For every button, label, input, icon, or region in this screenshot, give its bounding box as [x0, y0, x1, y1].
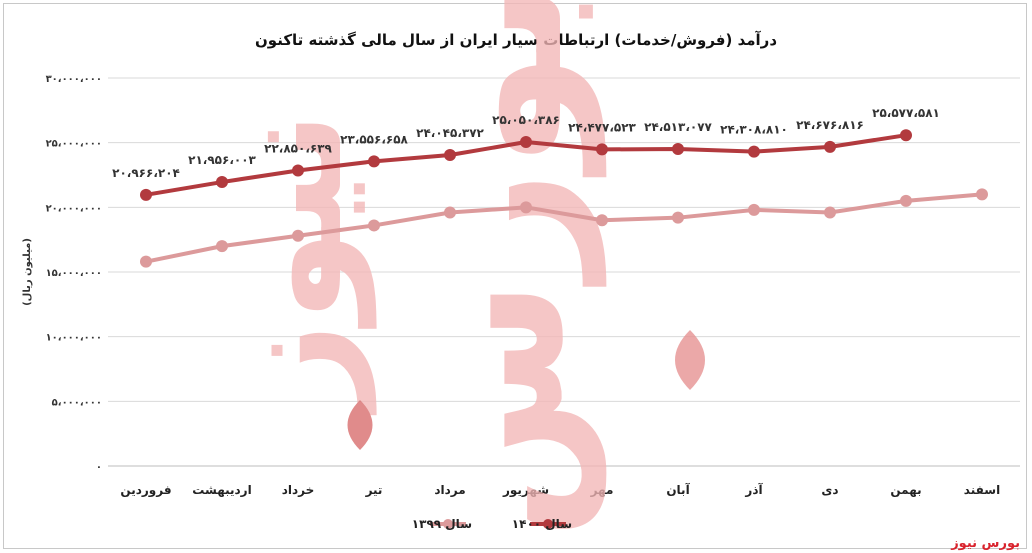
legend-swatch-marker — [443, 519, 453, 529]
y-tick-label: ۲۵،۰۰۰،۰۰۰ — [46, 139, 102, 150]
data-point — [824, 206, 836, 219]
data-point — [140, 255, 152, 268]
data-point — [444, 206, 456, 219]
y-tick-label: ۱۵،۰۰۰،۰۰۰ — [46, 268, 102, 279]
x-tick-label: دی — [821, 483, 838, 497]
data-point — [672, 211, 684, 224]
watermark-dot — [675, 330, 705, 390]
watermark-word-2: نیوز — [202, 111, 377, 416]
legend-label: سال ۱۳۹۹ — [412, 517, 472, 531]
x-tick-label: فروردین — [120, 483, 171, 498]
y-tick-label: ۳۰،۰۰۰،۰۰۰ — [46, 74, 102, 85]
data-point — [368, 155, 380, 168]
data-point — [520, 201, 532, 214]
data-point — [748, 145, 760, 158]
chart-title: درآمد (فروش/خدمات) ارتباطات سیار ایران ا… — [255, 31, 777, 49]
chart-frame — [3, 3, 1027, 549]
data-point — [824, 140, 836, 153]
x-tick-label: اردیبهشت — [192, 483, 251, 497]
legend: سال ۱۳۹۹ سال ۱۴۰۰ — [412, 517, 572, 531]
data-point — [444, 149, 456, 162]
x-tick-label: آذر — [744, 482, 763, 497]
data-label: ۲۵،۵۷۷،۵۸۱ — [872, 106, 940, 120]
series-line — [145, 192, 983, 264]
series-layer: ۲۰،۹۶۶،۲۰۴ ۲۱،۹۵۶،۰۰۳ ۲۲،۸۵۰،۶۳۹ ۲۳،۵۵۶،۶۵۸… — [112, 106, 988, 268]
data-label: ۲۱،۹۵۶،۰۰۳ — [188, 153, 256, 167]
data-point — [748, 203, 760, 216]
source-label: بورس نیوز — [951, 536, 1020, 551]
y-tick-label: ۰ — [96, 462, 102, 473]
legend-label: سال ۱۴۰۰ — [512, 517, 572, 531]
data-label: ۲۳،۵۵۶،۶۵۸ — [340, 132, 408, 146]
data-point — [292, 229, 304, 242]
data-point — [140, 188, 152, 201]
data-label: ۲۵،۰۵۰،۳۸۶ — [492, 113, 560, 127]
x-tick-label: مهر — [590, 483, 614, 497]
data-label: ۲۴،۴۷۷،۵۲۳ — [568, 120, 636, 134]
x-axis: فروردین اردیبهشت خرداد تیر مرداد شهریور مهر آبا… — [120, 482, 1000, 498]
y-tick-label: ۱۰،۰۰۰،۰۰۰ — [46, 333, 102, 344]
data-label: ۲۴،۵۱۳،۰۷۷ — [644, 120, 712, 134]
y-tick-label: ۲۰،۰۰۰،۰۰۰ — [46, 203, 102, 214]
x-tick-label: تیر — [365, 483, 383, 497]
data-point — [216, 240, 228, 253]
data-point — [900, 194, 912, 207]
data-label: ۲۴،۶۷۶،۸۱۶ — [796, 118, 864, 132]
watermark-dot — [347, 400, 373, 450]
data-point — [900, 129, 912, 142]
x-tick-label: خرداد — [282, 483, 315, 497]
data-point — [596, 143, 608, 156]
data-point — [596, 214, 608, 227]
watermark-word-1: بورس — [384, 0, 607, 541]
y-axis: ۰ ۵،۰۰۰،۰۰۰ ۱۰،۰۰۰،۰۰۰ ۱۵،۰۰۰،۰۰۰ ۲۰،۰۰۰،۰۰۰… — [46, 74, 102, 473]
x-tick-label: بهمن — [890, 483, 921, 497]
x-tick-label: مرداد — [434, 483, 465, 497]
data-point — [216, 176, 228, 189]
x-tick-label: اسفند — [964, 483, 1000, 497]
data-label: ۲۲،۸۵۰،۶۳۹ — [264, 141, 332, 155]
data-label: ۲۰،۹۶۶،۲۰۴ — [112, 166, 180, 180]
data-point — [976, 188, 988, 201]
x-tick-label: آبان — [666, 482, 690, 497]
legend-swatch-marker — [543, 519, 553, 529]
data-point — [520, 136, 532, 149]
data-point — [672, 142, 684, 155]
y-tick-label: ۵،۰۰۰،۰۰۰ — [52, 397, 102, 408]
x-tick-label: شهریور — [502, 483, 549, 498]
y-axis-title: (میلیون ریال) — [22, 238, 33, 306]
data-point — [292, 164, 304, 177]
data-point — [368, 219, 380, 232]
data-label: ۲۴،۳۰۸،۸۱۰ — [720, 123, 788, 137]
data-label: ۲۴،۰۴۵،۳۷۲ — [416, 126, 484, 140]
